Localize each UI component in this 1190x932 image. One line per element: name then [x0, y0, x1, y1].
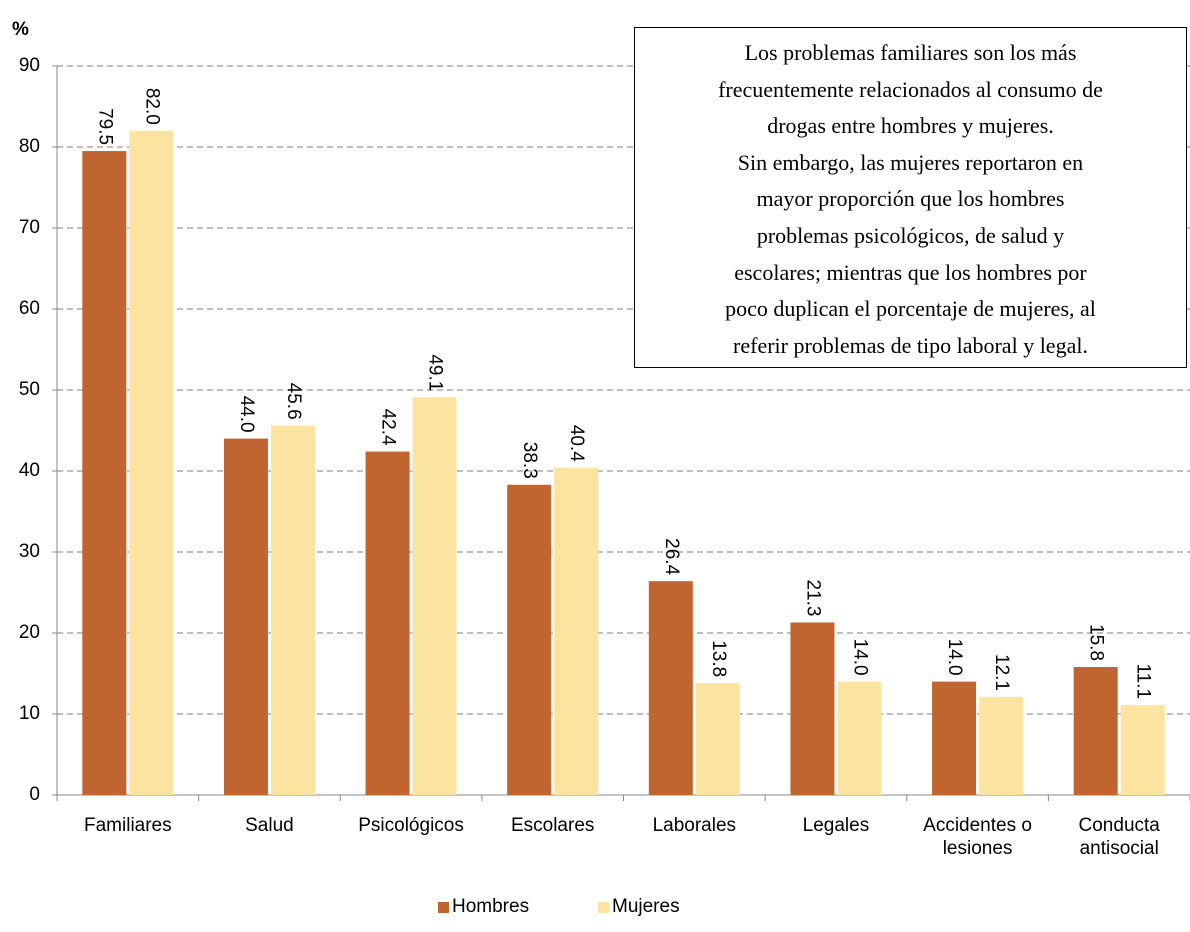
bar [1073, 667, 1118, 795]
y-tick-label: 60 [19, 298, 40, 319]
annotation-line: mayor proporción que los hombres [756, 186, 1065, 212]
legend-swatch [598, 901, 609, 913]
value-label: 12.1 [991, 654, 1012, 691]
legend-label: Hombres [452, 896, 530, 917]
value-label: 40.4 [566, 425, 587, 462]
bar [648, 581, 693, 795]
annotation-line: referir problemas de tipo laboral y lega… [733, 332, 1088, 358]
value-label: 13.8 [708, 640, 729, 677]
annotation-line: poco duplican el porcentaje de mujeres, … [725, 296, 1096, 322]
x-tick-label: Laborales [652, 815, 737, 836]
value-label: 26.4 [661, 538, 682, 575]
y-tick-label: 40 [19, 460, 40, 481]
x-tick-label: Legales [802, 815, 870, 836]
y-axis-label: % [12, 19, 29, 40]
y-tick-label: 10 [19, 703, 40, 724]
bar [554, 467, 599, 795]
y-tick-label: 70 [19, 217, 40, 238]
annotation-line: frecuentemente relacionados al consumo d… [718, 76, 1103, 102]
value-label: 79.5 [94, 108, 115, 145]
value-label: 82.0 [141, 88, 162, 125]
value-label: 14.0 [849, 639, 870, 676]
bar [365, 451, 410, 795]
value-label: 49.1 [425, 354, 446, 391]
bar [837, 681, 882, 795]
annotation-box: Los problemas familiares son los más frec… [634, 27, 1187, 368]
bar [412, 397, 457, 795]
legend-item: Hombres [438, 896, 529, 918]
x-tick-label: Salud [245, 815, 294, 836]
bar [790, 622, 835, 795]
bar [695, 683, 740, 795]
x-tick-label: Psicológicos [358, 815, 464, 836]
value-label: 15.8 [1086, 624, 1107, 661]
value-label: 38.3 [519, 442, 540, 479]
y-tick-label: 30 [19, 541, 40, 562]
value-label: 21.3 [802, 579, 823, 616]
x-tick-label: Accidentes o lesiones [923, 815, 1032, 859]
annotation-line: problemas psicológicos, de salud y [756, 222, 1065, 248]
bar [270, 425, 315, 795]
annotation-line: drogas entre hombres y mujeres. [767, 113, 1054, 139]
x-tick-label: Escolares [510, 815, 595, 836]
legend-swatch [438, 901, 449, 913]
annotation-line: Sin embargo, las mujeres reportaron en [737, 149, 1084, 175]
y-tick-label: 90 [19, 55, 40, 76]
bar [507, 484, 552, 795]
bar [1120, 705, 1165, 795]
legend-label: Mujeres [612, 896, 680, 917]
y-tick-label: 20 [19, 622, 40, 643]
annotation-line: escolares; mientras que los hombres por [734, 259, 1087, 285]
y-tick-label: 80 [19, 136, 40, 157]
x-tick-label: Conducta antisocial [1078, 815, 1160, 859]
bar [223, 438, 268, 795]
bar [129, 130, 174, 796]
y-tick-label: 0 [29, 784, 40, 805]
value-label: 45.6 [283, 383, 304, 420]
bar [82, 151, 127, 796]
y-tick-label: 50 [19, 379, 40, 400]
value-label: 42.4 [378, 409, 399, 446]
bar [979, 696, 1024, 795]
annotation-line: Los problemas familiares son los más [744, 40, 1077, 65]
bar [932, 681, 977, 795]
value-label: 44.0 [236, 396, 257, 433]
value-label: 11.1 [1133, 664, 1154, 700]
value-label: 14.0 [944, 639, 965, 676]
x-tick-label: Familiares [84, 815, 172, 836]
legend-item: Mujeres [598, 896, 680, 918]
